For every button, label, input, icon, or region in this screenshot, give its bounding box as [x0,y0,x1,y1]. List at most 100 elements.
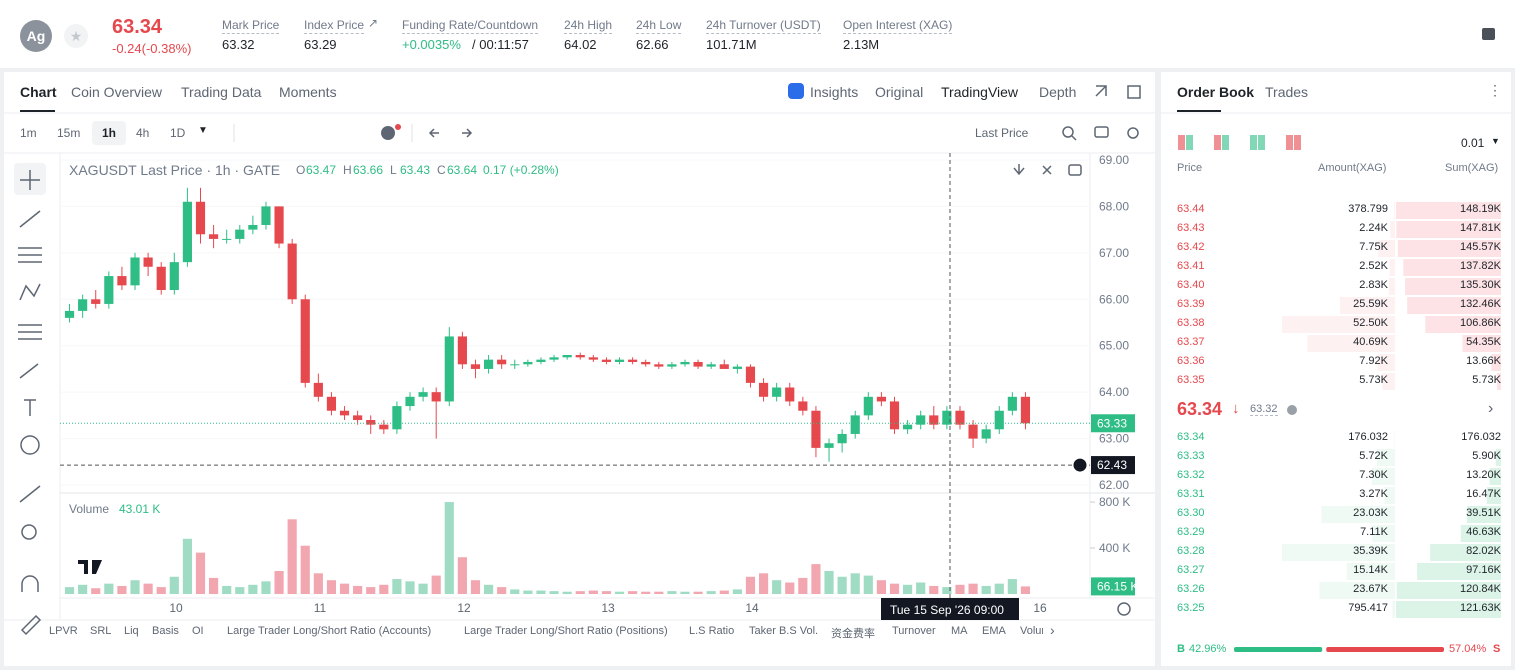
amount-bar [1282,316,1395,333]
view-tab[interactable]: Insights [810,84,859,100]
indicator[interactable]: 资金费率 [831,628,875,640]
ob-amount: 40.69K [1353,336,1388,348]
candle-body [667,364,677,367]
indicator[interactable]: OI [192,625,204,637]
indicator[interactable]: Basis [152,625,179,637]
amount-bar [1388,278,1395,295]
price-type[interactable]: Last Price [975,126,1029,140]
indicator[interactable]: Taker B.S Vol. [749,625,819,637]
chart-tab[interactable]: Coin Overview [71,84,163,100]
interval[interactable]: 1h [102,126,117,140]
candle-body [601,359,612,362]
indicator[interactable]: MA [951,625,968,637]
candle-body [955,410,965,425]
candle-body [274,206,284,244]
mark-icon [1287,405,1297,415]
chart-tab[interactable]: Chart [20,84,57,100]
indicator[interactable]: LPVR [49,625,78,637]
view-tab[interactable]: Original [875,84,924,100]
volume-last-label: 66.15 K [1097,579,1138,593]
chart-tab[interactable]: Trading Data [181,84,262,100]
candle-body [641,361,651,365]
indicator[interactable]: L.S Ratio [689,625,735,637]
amount-bar [1376,449,1395,466]
last-price: 63.34 [112,16,163,38]
volume-bar [549,591,559,594]
volume-bar [955,584,965,594]
buy-ratio: 42.96% [1189,643,1227,655]
ob-amount: 23.03K [1353,507,1388,519]
ohlc-value: 63.43 [400,163,431,177]
depth-bar [1396,582,1501,599]
volume-bar [313,573,323,594]
ob-header: Amount(XAG) [1318,162,1387,174]
candle-body [889,401,900,430]
candle-body [392,406,402,430]
candle-body [366,420,376,425]
interval[interactable]: 1m [20,126,37,140]
ob-amount: 2.83K [1359,279,1388,291]
chart-tab[interactable]: Moments [279,84,337,100]
ob-sum: 106.86K [1460,317,1501,329]
candle-body [942,410,952,425]
favorite-star[interactable]: ★ [64,24,88,48]
indicator[interactable]: EMA [982,625,1006,637]
indicator[interactable]: SRL [90,625,112,637]
indicator[interactable]: Turnover [892,625,936,637]
ob-amount: 176.032 [1348,431,1388,443]
candle-body [772,387,782,397]
candle-body [850,415,860,434]
candle-body [916,415,926,425]
book-icon[interactable] [1482,28,1495,40]
ob-price: 63.36 [1177,355,1205,367]
x-tick-label: 12 [457,601,471,615]
ob-view-icon [1258,135,1265,150]
ob-tab[interactable]: Trades [1265,84,1309,100]
interval[interactable]: 1D [170,126,186,140]
indicator[interactable]: Volume [1020,625,1043,637]
view-tab[interactable]: Depth [1039,84,1077,100]
indicator[interactable]: Large Trader Long/Short Ratio (Positions… [464,625,668,637]
candle-body [588,357,598,360]
candle-body [929,415,939,425]
ob-price: 63.32 [1177,469,1205,481]
amount-bar [1394,430,1395,447]
ob-amount: 7.92K [1359,355,1388,367]
stat-value: 63.29 [304,37,337,52]
indicator[interactable]: Large Trader Long/Short Ratio (Accounts) [227,625,432,637]
volume-bar [209,577,219,594]
indicator[interactable]: Liq [124,625,139,637]
candle-body [287,243,297,300]
depth-bar [1460,525,1501,542]
ob-view-icon [1250,135,1257,150]
volume-bar [667,591,677,594]
y-tick-label: 67.00 [1099,246,1129,260]
ohlc-key: L [390,163,397,177]
depth-bar [1496,373,1501,390]
stat-label: Funding Rate/Countdown [402,18,539,34]
ohlc-change: 0.17 (+0.28%) [483,163,559,177]
amount-bar [1377,354,1395,371]
ob-tab[interactable]: Order Book [1177,84,1255,100]
ob-expand: › [1488,400,1494,417]
candle-body [549,357,559,360]
ob-price: 63.33 [1177,450,1205,462]
depth-bar [1396,601,1501,618]
stat-label: Open Interest (XAG) [843,18,953,34]
ob-sum: 121.63K [1460,602,1501,614]
depth-bar [1397,240,1501,257]
ohlc-value: 63.47 [306,163,337,177]
volume-bar [366,587,376,594]
ob-amount: 7.30K [1359,469,1388,481]
interval[interactable]: 4h [136,126,150,140]
volume-bar [850,573,860,594]
symbol: XAGUSDT Last Price · 1h · GATE [69,162,281,178]
candle-body [470,364,481,369]
volume-bar [274,571,284,594]
view-tab[interactable]: TradingView [941,84,1019,100]
interval[interactable]: 15m [57,126,81,140]
volume-last-box [1091,577,1135,596]
ob-sum: 46.63K [1466,526,1501,538]
ob-price: 63.29 [1177,526,1205,538]
